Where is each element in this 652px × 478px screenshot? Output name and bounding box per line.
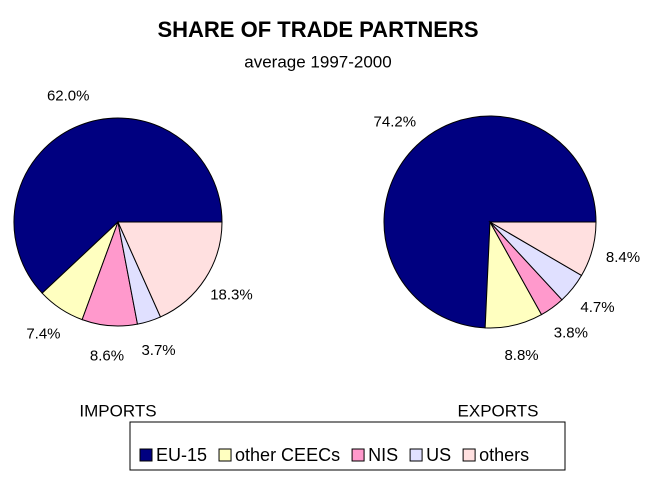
legend-label: other CEECs [235,445,340,465]
pie-caption: EXPORTS [458,401,539,420]
data-label: 18.3% [210,286,253,303]
legend-box [129,421,566,471]
legend-label: others [479,445,529,465]
legend-swatch [351,448,365,462]
legend-label: EU-15 [156,445,207,465]
legend-swatch [409,448,423,462]
legend-swatch [462,448,476,462]
chart-title: SHARE OF TRADE PARTNERS [157,17,478,42]
data-label: 8.4% [606,249,640,266]
data-label: 3.8% [554,325,588,342]
legend-label: US [426,445,451,465]
pie-caption: IMPORTS [79,401,156,420]
data-label: 4.7% [580,299,614,316]
pie-slice [117,221,223,318]
data-label: 7.4% [26,326,60,343]
data-label: 74.2% [374,113,417,130]
legend-swatch [139,448,153,462]
legend-label: NIS [368,445,398,465]
data-label: 3.7% [141,342,175,359]
chart-subtitle: average 1997-2000 [244,52,391,71]
data-label: 62.0% [47,87,90,104]
pie-slice [488,221,597,277]
legend-swatch [218,448,232,462]
data-label: 8.6% [90,348,124,365]
data-label: 8.8% [504,347,538,364]
pie-slice [13,117,223,294]
